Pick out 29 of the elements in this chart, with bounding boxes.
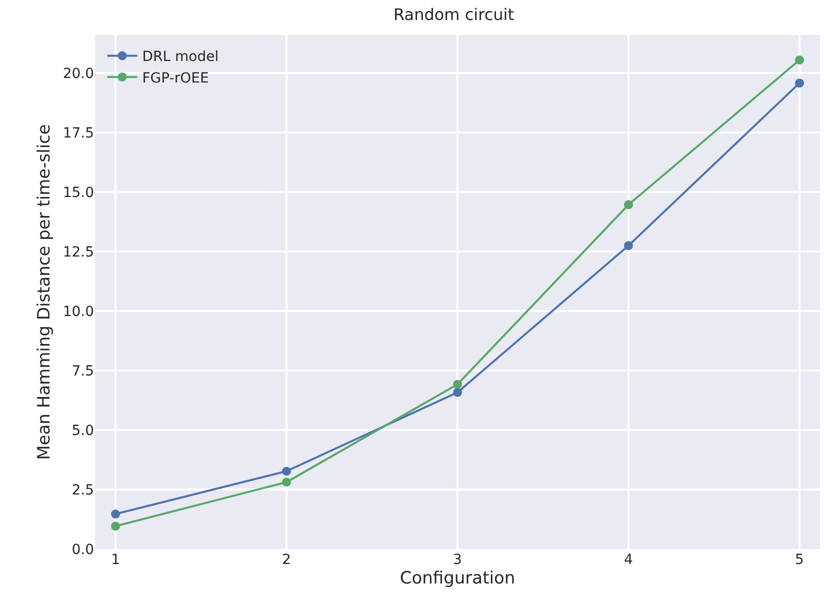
y-tick-label: 12.5 [62, 244, 94, 260]
x-tick-label: 4 [624, 552, 634, 568]
x-axis-title: Configuration [400, 568, 516, 588]
point [794, 78, 804, 88]
x-tick-label: 2 [282, 552, 291, 568]
y-tick-label: 15.0 [62, 184, 94, 201]
y-tick-label: 5.0 [72, 422, 94, 439]
point [453, 380, 462, 389]
y-tick-label: 2.5 [72, 482, 94, 498]
x-tick-label: 3 [453, 552, 462, 568]
legend-label: DRL model [142, 49, 219, 66]
point [111, 522, 120, 531]
legend-label: FGP-rOEE [142, 70, 209, 86]
point [282, 478, 292, 487]
point [453, 388, 462, 397]
y-tick-label: 17.5 [62, 125, 94, 142]
point [624, 241, 633, 250]
point [282, 466, 292, 476]
y-tick-label: 0.0 [72, 542, 94, 558]
x-tick-label: 5 [795, 552, 804, 568]
y-axis-title: Mean Hamming Distance per time-slice [34, 124, 54, 460]
chart-title: Random circuit [394, 5, 514, 24]
point [624, 200, 633, 210]
y-tick-label: 7.5 [72, 363, 94, 380]
y-tick-label: 10.0 [62, 304, 94, 320]
point [111, 510, 120, 519]
y-tick-label: 20.0 [62, 66, 94, 82]
point [794, 55, 804, 64]
x-tick-label: 1 [111, 552, 120, 568]
